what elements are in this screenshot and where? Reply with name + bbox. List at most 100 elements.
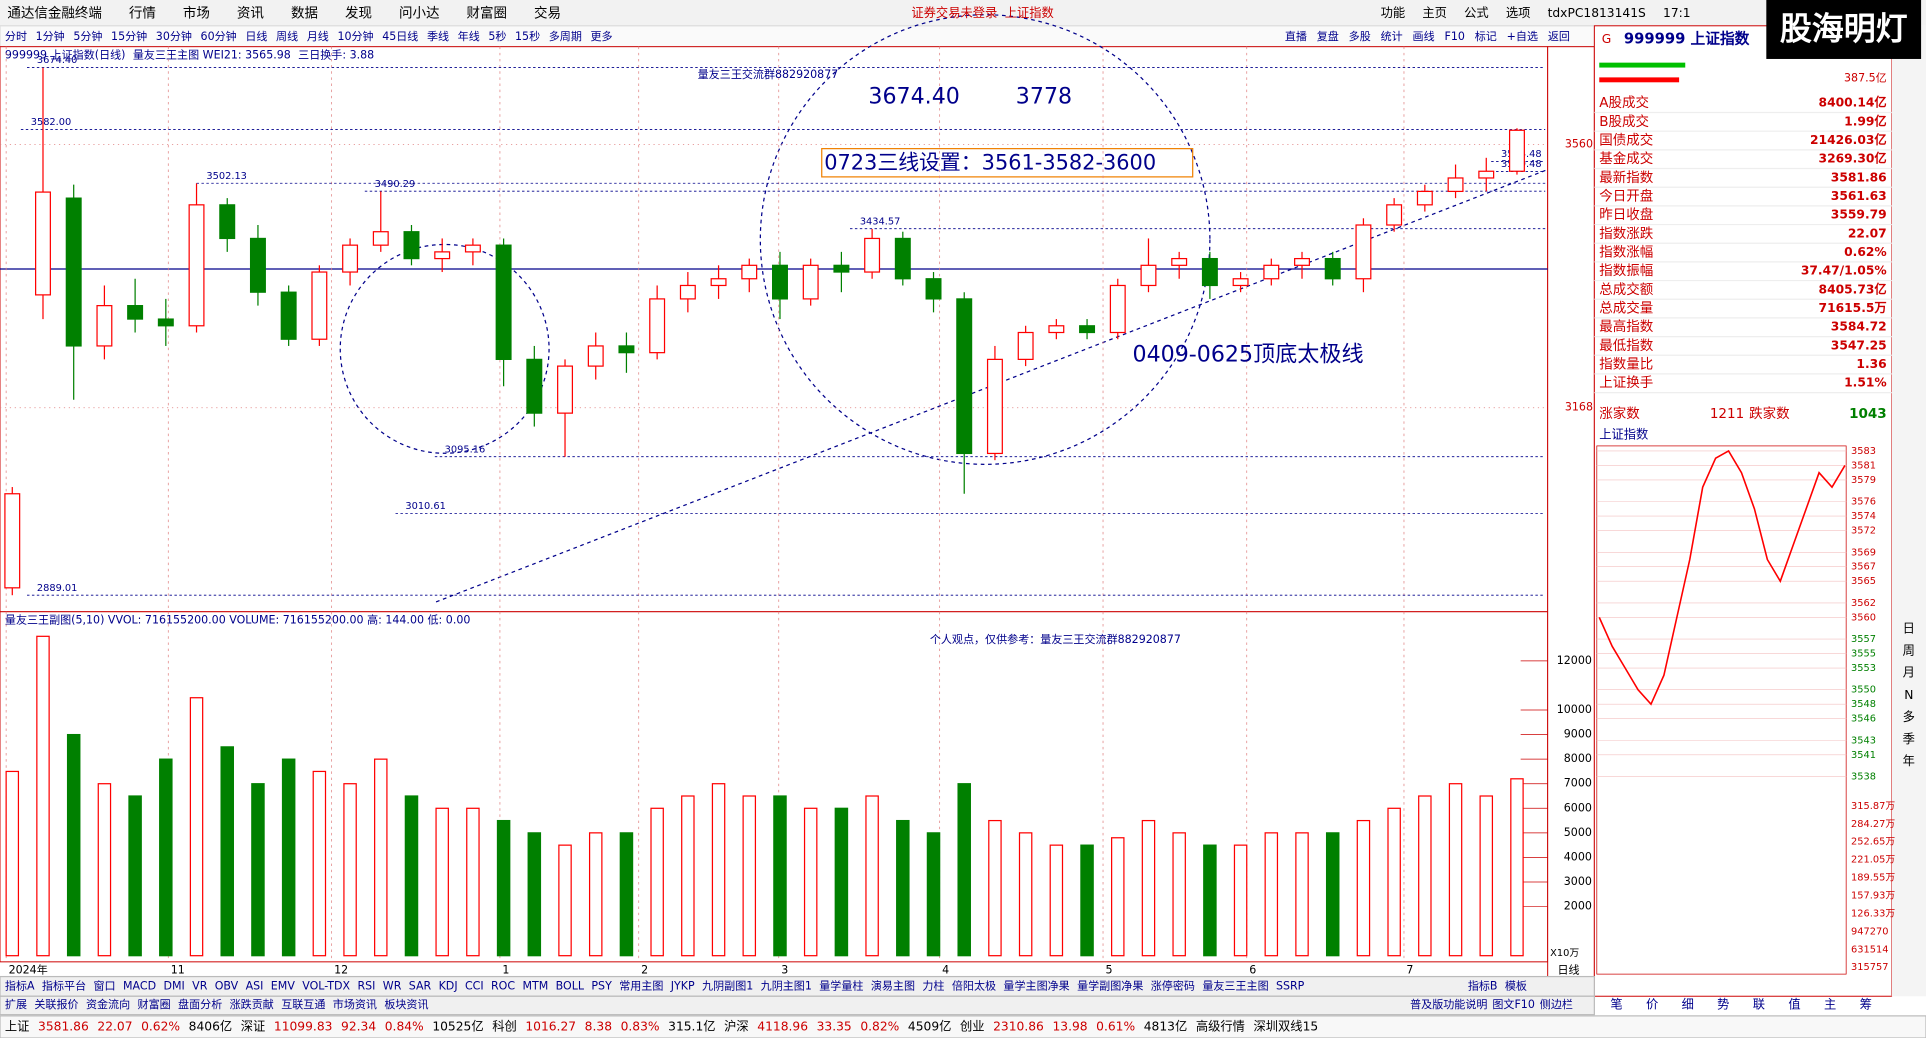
tab[interactable]: BOLL xyxy=(556,979,585,992)
tab[interactable]: 量友三王主图 xyxy=(1202,978,1268,992)
tab[interactable]: 九阴副图1 xyxy=(702,979,753,992)
tab[interactable]: 互联互通 xyxy=(281,998,325,1011)
period[interactable]: 年线 xyxy=(458,29,480,43)
tool[interactable]: 画线 xyxy=(1413,29,1435,43)
side-icon[interactable]: 日 xyxy=(1903,621,1915,635)
tab[interactable]: 量学副图净果 xyxy=(1077,978,1143,992)
menu-right[interactable]: 功能 xyxy=(1381,6,1406,20)
tab[interactable]: 力柱 xyxy=(922,978,944,992)
tool[interactable]: 多股 xyxy=(1349,29,1371,43)
period[interactable]: 季线 xyxy=(427,29,449,43)
tab[interactable]: 常用主图 xyxy=(619,979,663,992)
side-icon[interactable]: 周 xyxy=(1903,644,1915,658)
tab[interactable]: 关联报价 xyxy=(34,997,78,1011)
panel-tab[interactable]: 联 xyxy=(1753,997,1765,1011)
period[interactable]: 10分钟 xyxy=(337,29,373,43)
period[interactable]: 45日线 xyxy=(382,29,418,43)
tool[interactable]: 标记 xyxy=(1475,29,1497,43)
period[interactable]: 15秒 xyxy=(515,29,540,43)
period[interactable]: 15分钟 xyxy=(111,29,147,43)
period[interactable]: 30分钟 xyxy=(156,29,192,43)
tab[interactable]: 涨停密码 xyxy=(1151,978,1195,992)
menu-right[interactable]: 17:1 xyxy=(1663,6,1691,20)
tab[interactable]: 倍阳太极 xyxy=(952,978,996,992)
period[interactable]: 分时 xyxy=(5,30,27,43)
tool[interactable]: 直播 xyxy=(1285,29,1307,43)
period[interactable]: 60分钟 xyxy=(201,29,237,43)
tab[interactable]: 九阴主图1 xyxy=(761,979,812,992)
tab[interactable]: 量学量柱 xyxy=(819,978,863,992)
tab[interactable]: 图文F10 xyxy=(1492,997,1535,1011)
tab[interactable]: 盘面分析 xyxy=(178,997,222,1011)
tab[interactable]: 指标A xyxy=(5,978,35,992)
panel-tab[interactable]: 价 xyxy=(1646,997,1658,1011)
menu-item[interactable]: 数据 xyxy=(291,6,318,22)
tab[interactable]: 演易主图 xyxy=(871,978,915,992)
menu-item[interactable]: 资讯 xyxy=(237,6,264,22)
tab[interactable]: RSI xyxy=(357,979,375,992)
tab[interactable]: 指标平台 xyxy=(42,978,86,992)
tab[interactable]: EMV xyxy=(271,979,296,992)
menu-item[interactable]: 财富圈 xyxy=(467,5,507,22)
tool[interactable]: +自选 xyxy=(1507,30,1538,43)
tab[interactable]: 指标B xyxy=(1468,978,1498,992)
menu-right[interactable]: 主页 xyxy=(1422,6,1447,20)
tab[interactable]: 侧边栏 xyxy=(1540,997,1573,1011)
menu-item[interactable]: 市场 xyxy=(183,5,210,22)
tab[interactable]: 市场资讯 xyxy=(333,997,377,1011)
tab[interactable]: 模板 xyxy=(1505,978,1527,992)
tab[interactable]: OBV xyxy=(215,979,239,992)
tab[interactable]: KDJ xyxy=(439,979,458,992)
tab[interactable]: ROC xyxy=(491,979,515,992)
tab[interactable]: 板块资讯 xyxy=(384,997,428,1011)
tab[interactable]: 量学主图净果 xyxy=(1003,978,1069,992)
period[interactable]: 月线 xyxy=(307,29,329,43)
side-icon[interactable]: 年 xyxy=(1903,754,1915,768)
period[interactable]: 周线 xyxy=(276,29,298,43)
tool[interactable]: 返回 xyxy=(1548,30,1570,43)
menu-right[interactable]: 公式 xyxy=(1464,6,1489,20)
tab[interactable]: CCI xyxy=(465,979,484,992)
tab[interactable]: 窗口 xyxy=(94,978,116,992)
panel-tab[interactable]: 值 xyxy=(1788,996,1800,1011)
period[interactable]: 1分钟 xyxy=(36,29,65,43)
menu-right[interactable]: tdxPC1813141S xyxy=(1548,6,1646,20)
menu-item[interactable]: 问小达 xyxy=(399,6,440,22)
tab[interactable]: DMI xyxy=(163,979,184,992)
panel-tab[interactable]: 主 xyxy=(1824,997,1836,1011)
panel-tab[interactable]: 笔 xyxy=(1610,996,1622,1011)
tab[interactable]: PSY xyxy=(591,979,612,992)
tab[interactable]: 涨跌贡献 xyxy=(230,997,274,1011)
panel-tab[interactable]: 细 xyxy=(1682,997,1694,1011)
tab[interactable]: VOL-TDX xyxy=(302,979,350,992)
tab[interactable]: MACD xyxy=(123,979,156,992)
period[interactable]: 5秒 xyxy=(488,29,506,43)
tab[interactable]: MTM xyxy=(522,979,548,992)
panel-tab[interactable]: 势 xyxy=(1717,997,1729,1011)
period[interactable]: 日线 xyxy=(245,29,267,43)
period[interactable]: 更多 xyxy=(591,29,613,43)
menu-item[interactable]: 发现 xyxy=(345,6,372,22)
tab[interactable]: 资金流向 xyxy=(86,997,130,1011)
tab[interactable]: SSRP xyxy=(1276,979,1305,992)
tab[interactable]: ASI xyxy=(246,979,264,992)
tab[interactable]: VR xyxy=(192,979,208,992)
tab[interactable]: 普及版功能说明 xyxy=(1410,997,1487,1011)
period[interactable]: 5分钟 xyxy=(73,29,102,43)
tool[interactable]: 复盘 xyxy=(1317,29,1339,43)
side-icon[interactable]: 季 xyxy=(1903,732,1915,746)
menu-item[interactable]: 通达信金融终端 xyxy=(7,6,101,22)
side-icon[interactable]: N xyxy=(1904,688,1913,702)
menu-item[interactable]: 行情 xyxy=(129,6,156,22)
tool[interactable]: 统计 xyxy=(1381,30,1403,43)
tab[interactable]: WR xyxy=(383,979,402,992)
tab[interactable]: 扩展 xyxy=(5,997,27,1011)
period[interactable]: 多周期 xyxy=(549,29,582,43)
side-icon[interactable]: 月 xyxy=(1903,666,1915,680)
tab[interactable]: JYKP xyxy=(670,979,695,992)
tab[interactable]: 财富圈 xyxy=(138,997,171,1011)
tab[interactable]: SAR xyxy=(409,979,432,992)
menu-item[interactable]: 交易 xyxy=(534,5,561,22)
tool[interactable]: F10 xyxy=(1444,30,1464,43)
side-icon[interactable]: 多 xyxy=(1903,710,1915,724)
